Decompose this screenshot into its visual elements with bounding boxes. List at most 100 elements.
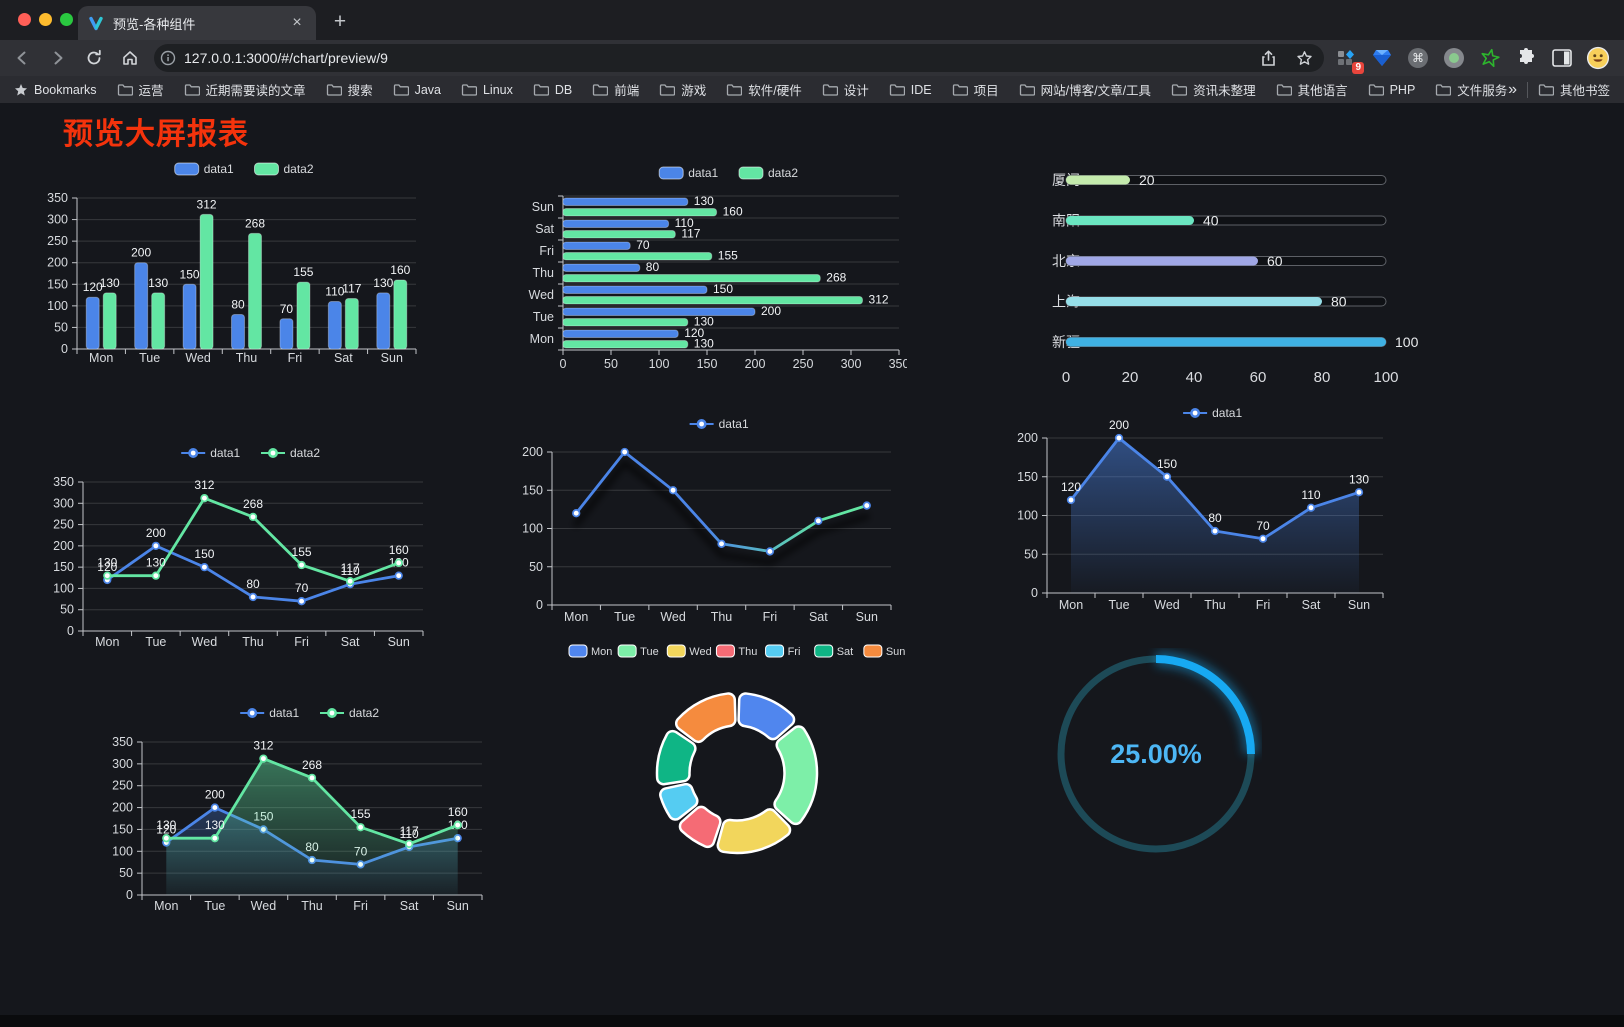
svg-text:150: 150	[112, 822, 133, 836]
tab-title: 预览-各种组件	[113, 16, 196, 32]
bookmark-item[interactable]: 资讯未整理	[1171, 80, 1256, 99]
url-bar[interactable]: 127.0.0.1:3000/#/chart/preview/9	[154, 44, 1324, 72]
side-panel-icon[interactable]	[1550, 46, 1574, 70]
svg-text:160: 160	[723, 205, 743, 219]
dual-area-chart: data1 data2 0 50 100 150 200 250 300 350 Mon Tue Wed…	[100, 700, 520, 922]
svg-text:Thu: Thu	[242, 635, 264, 649]
svg-text:data1: data1	[688, 166, 718, 180]
folder-icon	[117, 84, 133, 96]
new-tab-button[interactable]: +	[333, 10, 347, 33]
svg-text:data2: data2	[349, 706, 379, 720]
bookmark-item[interactable]: 游戏	[659, 80, 706, 99]
dashboard-page: 预览大屏报表 data1 data2 0 50 100 150 200 250 300 350 Mo…	[0, 103, 1624, 1015]
home-icon[interactable]	[116, 44, 144, 72]
back-icon[interactable]	[8, 44, 36, 72]
svg-text:0: 0	[1031, 586, 1038, 600]
bookmark-item[interactable]: Linux	[461, 83, 513, 97]
svg-text:120: 120	[684, 326, 704, 340]
bookmark-item[interactable]: 搜索	[326, 80, 373, 99]
svg-text:80: 80	[1314, 369, 1331, 386]
forward-icon[interactable]	[44, 44, 72, 72]
bookmark-item[interactable]: 运营	[117, 80, 164, 99]
other-bookmarks-folder[interactable]: 其他书签	[1538, 80, 1610, 99]
bookmark-item[interactable]: 网站/博客/文章/工具	[1019, 80, 1151, 99]
svg-text:Mon: Mon	[591, 646, 612, 658]
svg-text:100: 100	[1395, 334, 1419, 350]
bookmark-star-icon[interactable]	[1290, 44, 1318, 72]
share-icon[interactable]	[1254, 44, 1282, 72]
svg-text:155: 155	[292, 545, 312, 559]
other-bookmarks-label: 其他书签	[1559, 84, 1610, 98]
svg-text:268: 268	[245, 216, 265, 230]
bookmark-item[interactable]: IDE	[889, 83, 932, 97]
site-info-icon[interactable]	[160, 50, 176, 66]
svg-text:50: 50	[60, 603, 74, 617]
svg-text:160: 160	[389, 543, 409, 557]
svg-text:Wed: Wed	[251, 899, 277, 913]
svg-text:data2: data2	[284, 162, 314, 176]
bookmark-item[interactable]: 软件/硬件	[726, 80, 802, 99]
bookmark-item[interactable]: DB	[533, 83, 572, 97]
diamond-extension-icon[interactable]	[1370, 46, 1394, 70]
bookmark-item[interactable]: PHP	[1368, 83, 1415, 97]
svg-text:Wed: Wed	[192, 635, 218, 649]
svg-text:130: 130	[97, 556, 117, 570]
svg-text:Wed: Wed	[185, 351, 211, 365]
extensions-grid-icon[interactable]: 9	[1334, 46, 1364, 74]
svg-text:130: 130	[694, 337, 714, 351]
bookmarks-overflow-chevron[interactable]: »	[1508, 80, 1517, 98]
bookmark-item[interactable]: 设计	[822, 80, 869, 99]
svg-text:250: 250	[47, 234, 68, 248]
svg-text:200: 200	[131, 246, 151, 260]
svg-text:Sat: Sat	[400, 899, 419, 913]
green-star-extension-icon[interactable]	[1478, 46, 1502, 70]
svg-text:250: 250	[793, 357, 814, 371]
svg-text:300: 300	[53, 496, 74, 510]
svg-text:130: 130	[146, 556, 166, 570]
minimize-window-button[interactable]	[39, 13, 52, 26]
svg-text:120: 120	[83, 280, 103, 294]
svg-text:Sun: Sun	[532, 200, 554, 214]
svg-text:Fri: Fri	[1256, 598, 1271, 612]
recorder-extension-icon[interactable]	[1442, 46, 1466, 70]
close-window-button[interactable]	[18, 13, 31, 26]
svg-text:Tue: Tue	[204, 899, 225, 913]
bookmark-item[interactable]: 其他语言	[1276, 80, 1348, 99]
svg-text:data1: data1	[719, 417, 749, 431]
line-chart: data1 data2 0 50 100 150 200 250 300 350 Mon Tue Wed…	[38, 440, 458, 662]
bookmark-item[interactable]: Java	[393, 83, 441, 97]
bookmark-items: 运营 近期需要读的文章 搜索 Java Linux DB 前端 游戏 软件/硬件 设计 IDE 项目 网…	[117, 80, 1508, 99]
svg-text:Sun: Sun	[856, 610, 878, 624]
svg-text:Fri: Fri	[763, 610, 778, 624]
svg-text:312: 312	[253, 739, 273, 753]
bookmark-item[interactable]: 文件服务器	[1435, 80, 1508, 99]
tab-strip: 预览-各种组件 × +	[0, 0, 1624, 40]
url-text: 127.0.0.1:3000/#/chart/preview/9	[184, 50, 388, 66]
profile-avatar[interactable]	[1586, 46, 1610, 70]
reload-icon[interactable]	[80, 44, 108, 72]
bookmark-item[interactable]: 前端	[592, 80, 639, 99]
svg-text:Fri: Fri	[288, 351, 303, 365]
command-extension-icon[interactable]: ⌘	[1406, 46, 1430, 70]
puzzle-extensions-icon[interactable]	[1514, 46, 1538, 70]
bookmarks-manager[interactable]: Bookmarks	[14, 83, 97, 97]
maximize-window-button[interactable]	[60, 13, 73, 26]
bookmark-item[interactable]: 近期需要读的文章	[184, 80, 306, 99]
svg-text:Thu: Thu	[711, 610, 733, 624]
svg-text:data1: data1	[269, 706, 299, 720]
svg-text:0: 0	[61, 342, 68, 356]
svg-text:Mon: Mon	[89, 351, 113, 365]
bookmark-item[interactable]: 项目	[952, 80, 999, 99]
svg-text:Sat: Sat	[837, 646, 854, 658]
svg-text:Thu: Thu	[1204, 598, 1226, 612]
tab-close-icon[interactable]: ×	[292, 14, 302, 31]
svg-text:70: 70	[295, 581, 309, 595]
browser-tab[interactable]: 预览-各种组件 ×	[78, 6, 316, 40]
donut-chart: Mon Tue Wed Thu Fri Sat Sun	[550, 638, 930, 890]
folder-icon	[1171, 84, 1188, 96]
svg-text:40: 40	[1186, 369, 1203, 386]
svg-text:130: 130	[156, 818, 176, 832]
svg-text:350: 350	[112, 735, 133, 749]
svg-text:Sun: Sun	[388, 635, 410, 649]
svg-text:150: 150	[180, 267, 200, 281]
